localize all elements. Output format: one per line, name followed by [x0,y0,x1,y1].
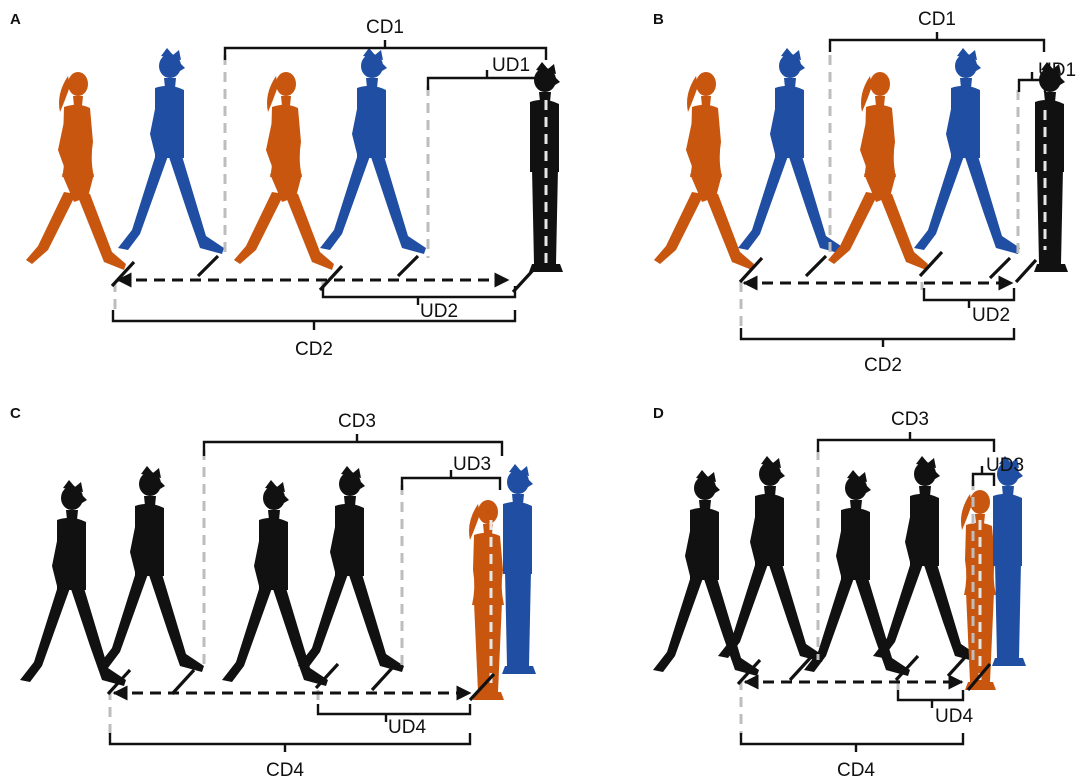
ud-top-label: UD3 [986,455,1024,476]
ud-bottom-label: UD4 [388,717,426,738]
step-tick [468,672,496,702]
standing-woman-icon [469,500,504,700]
step-tick [396,254,420,278]
step-tick [1014,258,1038,284]
walking-woman-icon [654,72,754,270]
panel-a: A CD1 UD1 UD2 CD2 [10,11,563,360]
cd-bottom-label: CD2 [295,339,333,360]
cd-top-label: CD3 [338,411,376,432]
step-tick [511,266,537,294]
ud-bottom-label: UD2 [972,305,1010,326]
walking-woman-icon [828,72,928,270]
cd-bottom-bracket [739,328,1016,347]
standing-man-icon [1034,62,1068,272]
ud-bottom-bracket [922,288,1016,308]
walking-man-icon [718,456,824,662]
ud-bottom-label: UD4 [935,706,973,727]
walking-man-icon [914,48,1020,254]
walking-man-icon [873,456,979,662]
standing-man-icon [502,464,536,674]
walking-man-icon [298,466,404,672]
cd-top-bracket [816,432,996,452]
walking-man-icon [804,470,910,676]
standing-man-icon [992,456,1026,666]
ud-bottom-label: UD2 [420,301,458,322]
step-tick [988,256,1012,280]
walking-man-icon [653,470,759,676]
walking-man-icon [320,48,426,254]
cd-bottom-bracket [111,310,517,330]
panel-c-letter: C [10,405,21,422]
step-tick [314,662,340,690]
walking-man-icon [98,466,204,672]
ud-bottom-bracket [321,286,517,305]
ud-top-label: UD1 [492,55,530,76]
panel-d-letter: D [653,405,664,422]
step-tick [106,668,132,696]
step-tick [918,250,944,278]
ud-top-bracket [971,466,996,486]
panel-c: C CD3 UD3 UD4 CD4 [10,405,536,781]
step-tick [370,664,396,692]
walking-woman-icon [26,72,126,270]
ud-top-bracket [1017,72,1047,92]
cd-top-label: CD1 [366,17,404,38]
cd-top-bracket [202,434,504,456]
cd-top-bracket [223,40,548,60]
ud-top-label: UD3 [453,454,491,475]
cd-top-label: CD1 [918,9,956,30]
ud-bottom-bracket [896,690,965,708]
cd-top-label: CD3 [891,409,929,430]
panel-b-letter: B [653,11,664,28]
step-tick [170,668,196,696]
panel-b: B CD1 UD1 UD2 CD2 [653,9,1076,376]
cd-bottom-bracket [108,733,472,752]
cd-bottom-label: CD4 [837,760,875,781]
cd-bottom-label: CD4 [266,760,304,781]
ud-bottom-bracket [316,704,472,722]
panel-d: D CD3 UD3 UD4 CD4 [653,405,1026,781]
step-tick [946,652,970,678]
walking-woman-icon [234,72,334,270]
step-tick [966,662,992,692]
cd-top-bracket [828,32,1046,52]
ud-top-bracket [400,470,502,490]
cd-bottom-label: CD2 [864,355,902,376]
ud-top-bracket [426,70,548,90]
step-tick [196,254,220,278]
walking-man-icon [738,48,844,254]
panel-a-letter: A [10,11,21,28]
step-tick [736,658,762,686]
walking-man-icon [118,48,224,254]
ud-top-label: UD1 [1038,60,1076,81]
step-tick [804,254,828,278]
cd-bottom-bracket [739,733,965,752]
